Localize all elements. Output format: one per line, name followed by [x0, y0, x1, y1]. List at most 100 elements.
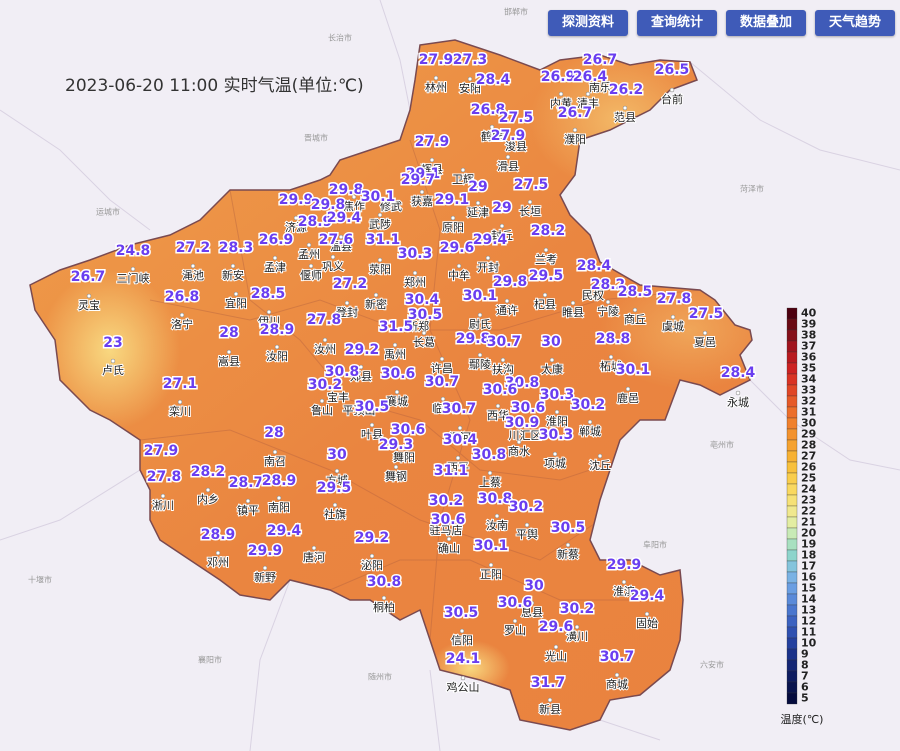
- temperature-label: 29.2: [355, 530, 390, 546]
- station-dot: [450, 215, 456, 221]
- place-name: 上蔡: [479, 476, 501, 489]
- temperature-label: 24.8: [116, 243, 151, 259]
- toolbar-button[interactable]: 探测资料: [548, 10, 628, 36]
- station-dot: [549, 357, 555, 363]
- station-dot: [446, 536, 452, 542]
- place-name: 清丰: [577, 97, 599, 110]
- place-name: 渑池: [182, 269, 204, 282]
- legend-swatch: [786, 538, 798, 551]
- station-dot: [702, 330, 708, 336]
- place-name: 信阳: [451, 634, 473, 647]
- region-label: 菏泽市: [740, 184, 764, 194]
- station-dot: [233, 291, 239, 297]
- temperature-label: 30.4: [443, 432, 478, 448]
- temperature-label: 26.7: [558, 105, 593, 121]
- temperature-label: 29.5: [529, 268, 564, 284]
- station-dot: [542, 292, 548, 298]
- place-name: 登封: [336, 305, 358, 319]
- station-dot: [421, 330, 427, 336]
- legend-level: 26: [801, 461, 817, 474]
- station-dot: [574, 624, 580, 630]
- temperature-label: 27.8: [147, 469, 182, 485]
- place-name: 淮滨: [613, 584, 635, 598]
- temperature-label: 27.5: [514, 177, 549, 193]
- temperature-label: 30.7: [487, 334, 522, 350]
- station-dot: [455, 455, 461, 461]
- station-dot: [547, 697, 553, 703]
- toolbar-button[interactable]: 数据叠加: [726, 10, 806, 36]
- toolbar-button[interactable]: 查询统计: [637, 10, 717, 36]
- station-dot: [177, 399, 183, 405]
- toolbar-button[interactable]: 天气趋势: [815, 10, 895, 36]
- region-label: 晋城市: [304, 133, 328, 143]
- station-dot: [554, 409, 560, 415]
- temperature-label: 29.9: [248, 543, 283, 559]
- legend-level: 15: [801, 582, 816, 595]
- place-name: 新密: [365, 297, 387, 311]
- station-dot: [625, 386, 631, 392]
- place-name: 鄢陵: [469, 358, 491, 371]
- legend-level: 32: [801, 395, 816, 408]
- place-name: 舞阳: [393, 451, 415, 464]
- temperature-label: 30.3: [540, 387, 575, 403]
- station-dot: [245, 498, 251, 504]
- station-dot: [500, 357, 506, 363]
- station-dot: [529, 600, 535, 606]
- place-name: 温县: [330, 240, 352, 253]
- legend-swatch: [786, 450, 798, 463]
- place-name: 南召: [264, 455, 286, 468]
- legend-swatch: [786, 406, 798, 419]
- place-name: 濮阳: [564, 132, 586, 146]
- temperature-label: 29.8: [311, 197, 346, 213]
- legend-swatch: [786, 692, 798, 705]
- station-dot: [552, 451, 558, 457]
- place-name: 新野: [254, 570, 276, 584]
- place-name: 安阳: [459, 81, 481, 95]
- temperature-label: 29.2: [345, 342, 380, 358]
- place-name: 淮阳: [546, 415, 568, 428]
- station-dot: [293, 215, 299, 221]
- station-dot: [590, 283, 596, 289]
- place-name: 嵩县: [218, 355, 240, 368]
- place-name: 商城: [606, 677, 628, 691]
- temperature-label: 28.4: [476, 72, 511, 88]
- region-label: 亳州市: [710, 440, 734, 450]
- station-dot: [443, 518, 449, 524]
- place-name: 潢川: [566, 630, 588, 643]
- station-dot: [597, 75, 603, 81]
- place-name: 许昌: [431, 362, 453, 375]
- temperature-label: 29.1: [435, 192, 470, 208]
- temperature-label: 30.6: [511, 400, 546, 416]
- station-dot: [460, 675, 466, 681]
- temperature-label: 31.1: [366, 232, 401, 248]
- legend-level: 18: [801, 549, 816, 562]
- place-name: 虞城: [662, 319, 684, 333]
- legend-level: 21: [801, 516, 816, 529]
- legend-level: 5: [801, 692, 809, 705]
- station-dot: [272, 449, 278, 455]
- place-name: 洛宁: [171, 317, 193, 331]
- legend-level: 27: [801, 450, 816, 463]
- place-name: 杞县: [534, 297, 556, 311]
- legend-level: 17: [801, 560, 816, 573]
- legend-swatch: [786, 626, 798, 639]
- temperature-label: 29.5: [317, 480, 352, 496]
- station-dot: [485, 255, 491, 261]
- temperature-label: 27.2: [176, 240, 211, 256]
- place-name: 汝阳: [266, 349, 288, 363]
- station-dot: [553, 644, 559, 650]
- temperature-label: 28: [219, 325, 238, 341]
- place-name: 孟津: [264, 261, 286, 274]
- place-name: 鸡公山: [447, 680, 480, 694]
- legend-swatch: [786, 417, 798, 430]
- place-name: 栾川: [169, 404, 191, 418]
- station-dot: [419, 189, 425, 195]
- place-name: 商丘: [624, 312, 646, 326]
- legend-swatch: [786, 670, 798, 683]
- temperature-label: 26.2: [609, 82, 644, 98]
- legend-level: 13: [801, 604, 816, 617]
- station-dot: [477, 352, 483, 358]
- station-dot: [369, 422, 375, 428]
- station-dot: [565, 542, 571, 548]
- temperature-label: 28.3: [219, 240, 254, 256]
